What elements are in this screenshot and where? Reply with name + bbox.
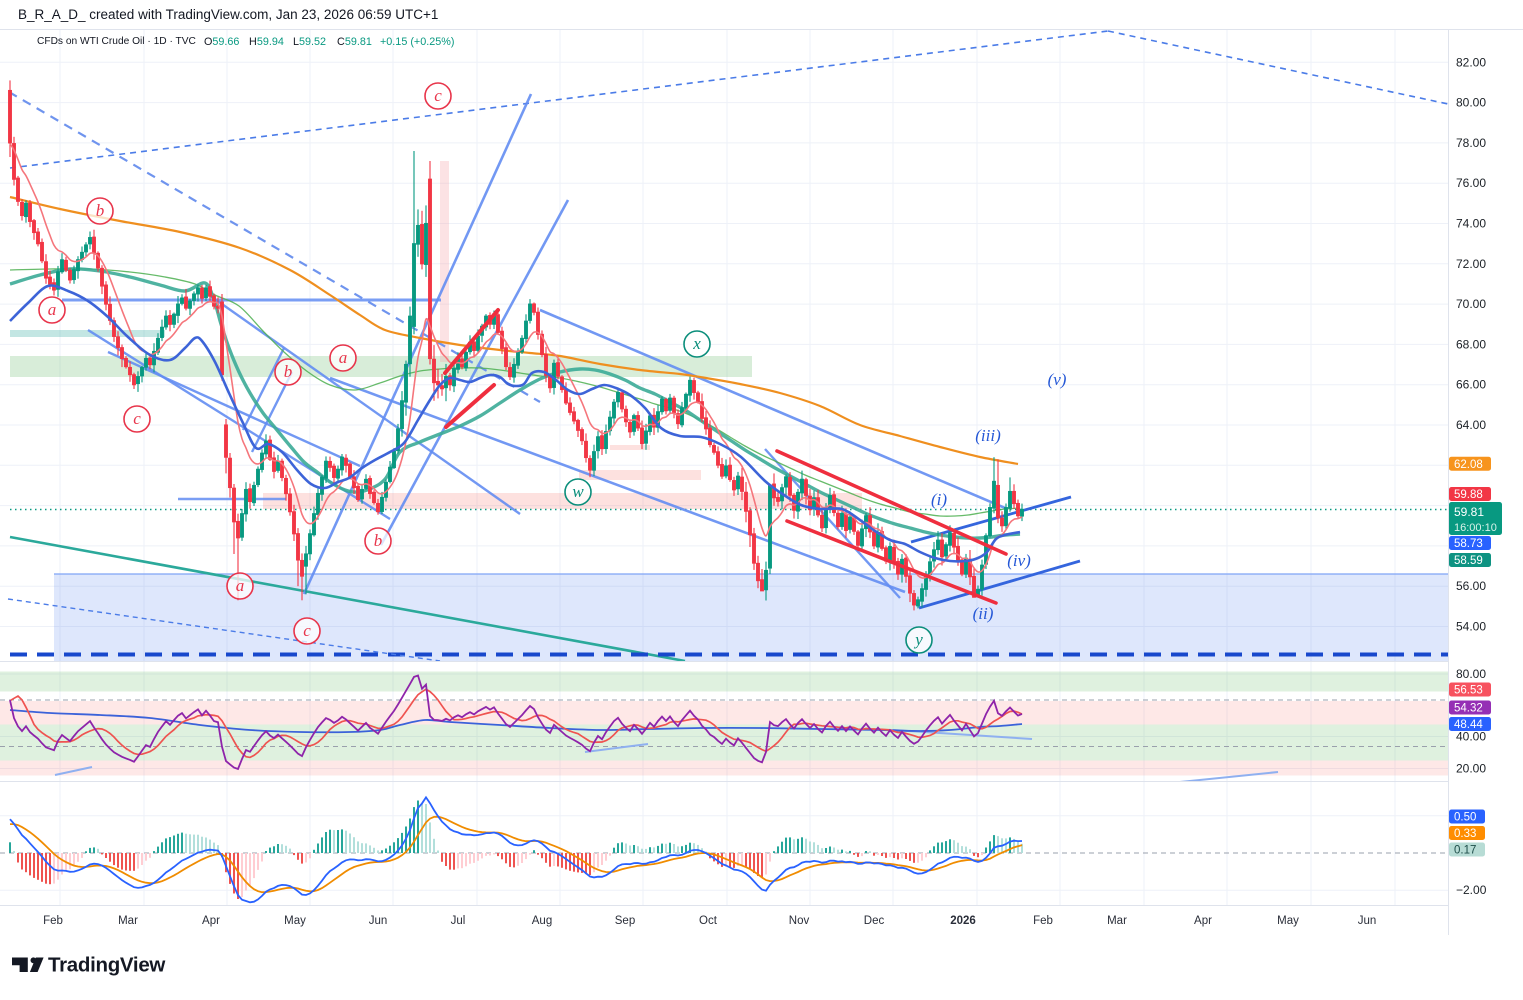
- svg-text:64.00: 64.00: [1456, 418, 1486, 432]
- svg-text:0.50: 0.50: [1454, 812, 1476, 824]
- svg-text:68.00: 68.00: [1456, 337, 1486, 351]
- svg-text:(iii): (iii): [975, 426, 1001, 445]
- svg-text:59.88: 59.88: [1454, 489, 1483, 501]
- svg-text:56.00: 56.00: [1456, 579, 1486, 593]
- svg-text:Apr: Apr: [1194, 915, 1212, 927]
- svg-text:Mar: Mar: [1107, 915, 1127, 927]
- svg-text:c: c: [133, 409, 141, 428]
- svg-text:Sep: Sep: [615, 915, 635, 927]
- svg-text:80.00: 80.00: [1456, 96, 1486, 110]
- svg-text:a: a: [236, 576, 245, 595]
- svg-text:a: a: [48, 300, 57, 319]
- svg-text:72.00: 72.00: [1456, 257, 1486, 271]
- svg-text:2026: 2026: [950, 915, 976, 927]
- svg-text:78.00: 78.00: [1456, 136, 1486, 150]
- svg-text:Nov: Nov: [789, 915, 810, 927]
- svg-text:82.00: 82.00: [1456, 55, 1486, 69]
- svg-text:54.00: 54.00: [1456, 620, 1486, 634]
- svg-text:0.33: 0.33: [1454, 828, 1476, 840]
- svg-text:Feb: Feb: [1033, 915, 1053, 927]
- svg-text:Oct: Oct: [699, 915, 718, 927]
- svg-text:54.32: 54.32: [1454, 703, 1483, 715]
- svg-text:(i): (i): [931, 490, 947, 509]
- svg-text:c: c: [434, 86, 442, 105]
- svg-text:20.00: 20.00: [1456, 762, 1486, 776]
- svg-text:May: May: [1277, 915, 1299, 927]
- svg-text:76.00: 76.00: [1456, 176, 1486, 190]
- svg-text:16:00:10: 16:00:10: [1454, 522, 1497, 534]
- svg-text:a: a: [339, 348, 348, 367]
- svg-text:Jun: Jun: [369, 915, 388, 927]
- svg-text:70.00: 70.00: [1456, 297, 1486, 311]
- svg-text:−2.00: −2.00: [1456, 883, 1487, 897]
- svg-text:74.00: 74.00: [1456, 217, 1486, 231]
- svg-text:(iv): (iv): [1007, 551, 1031, 570]
- svg-text:80.00: 80.00: [1456, 667, 1486, 681]
- svg-text:59.81: 59.81: [1454, 505, 1484, 519]
- svg-text:(v): (v): [1048, 370, 1067, 389]
- svg-text:TradingView: TradingView: [48, 954, 165, 977]
- svg-text:b: b: [96, 201, 105, 220]
- svg-text:Dec: Dec: [864, 915, 885, 927]
- svg-text:(ii): (ii): [973, 604, 994, 623]
- svg-text:y: y: [913, 630, 923, 649]
- svg-text:Jun: Jun: [1358, 915, 1377, 927]
- svg-text:b: b: [374, 531, 383, 550]
- svg-text:c: c: [303, 621, 311, 640]
- svg-text:56.53: 56.53: [1454, 685, 1483, 697]
- svg-text:Mar: Mar: [118, 915, 138, 927]
- svg-text:w: w: [572, 482, 584, 501]
- svg-text:62.08: 62.08: [1454, 459, 1483, 471]
- svg-text:Feb: Feb: [43, 915, 63, 927]
- svg-text:40.00: 40.00: [1456, 730, 1486, 744]
- svg-text:48.44: 48.44: [1454, 719, 1483, 731]
- svg-text:x: x: [692, 334, 701, 353]
- svg-text:66.00: 66.00: [1456, 378, 1486, 392]
- svg-text:Aug: Aug: [532, 915, 552, 927]
- svg-text:Apr: Apr: [202, 915, 220, 927]
- svg-text:0.17: 0.17: [1454, 845, 1476, 857]
- svg-text:Jul: Jul: [451, 915, 466, 927]
- svg-text:58.59: 58.59: [1454, 555, 1483, 567]
- svg-text:b: b: [284, 362, 293, 381]
- svg-text:58.73: 58.73: [1454, 538, 1483, 550]
- svg-text:May: May: [284, 915, 306, 927]
